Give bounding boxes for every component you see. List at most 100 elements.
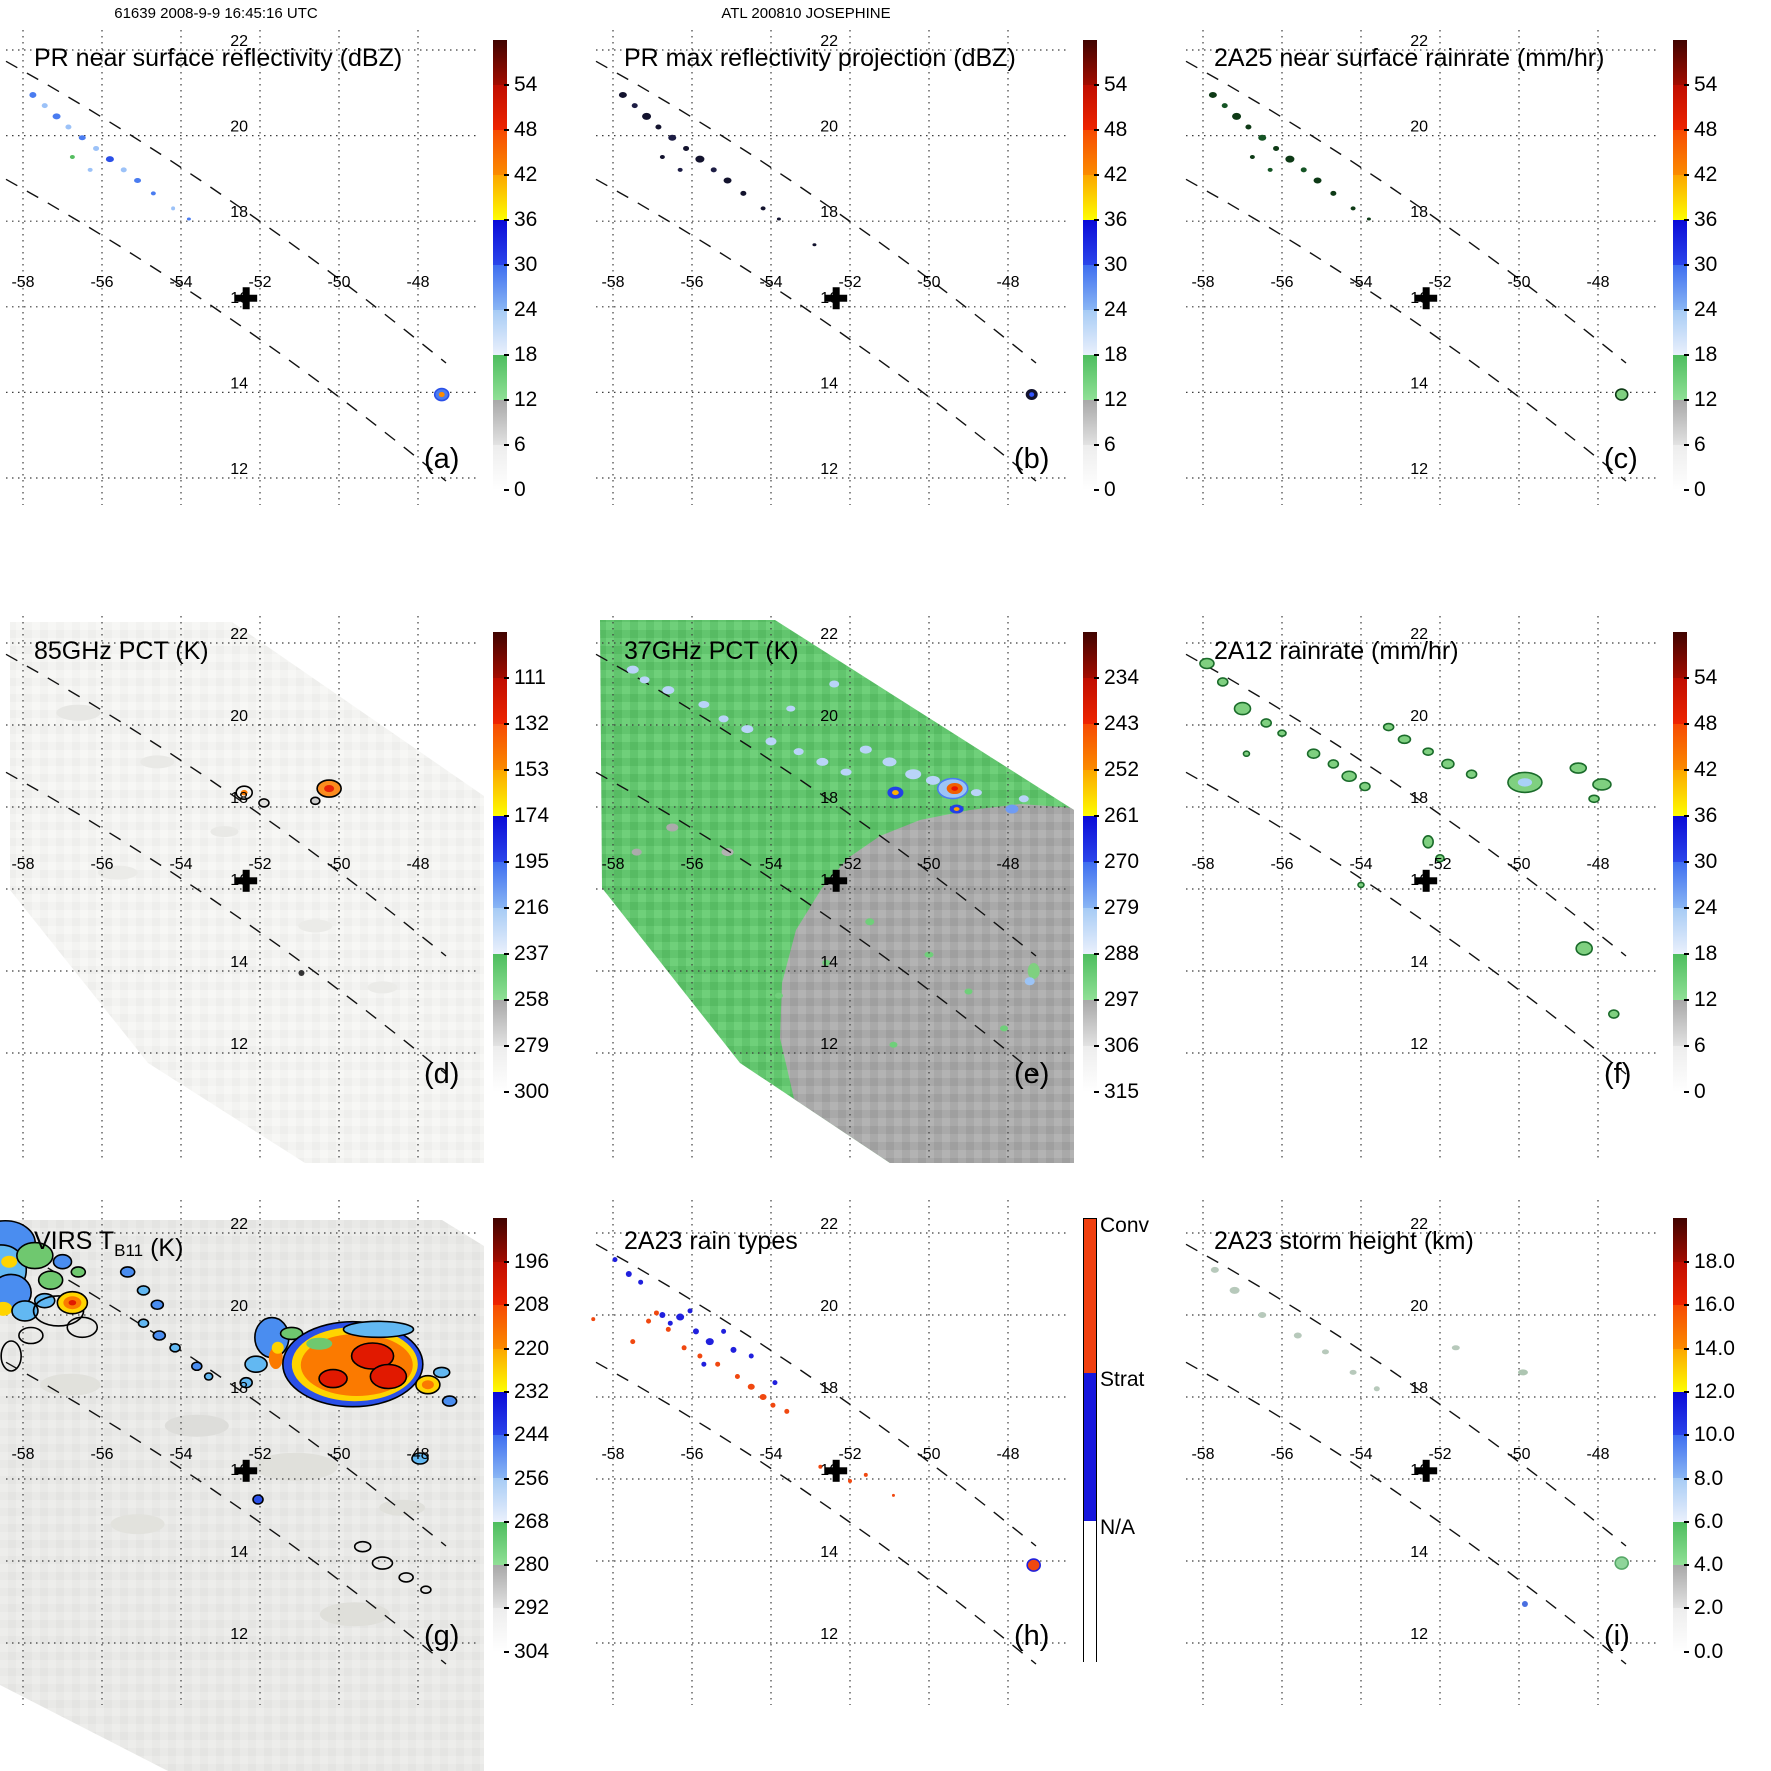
data-blob [612,1257,618,1263]
colorbar-tick-label: 6.0 [1694,1509,1724,1533]
data-blob [882,757,897,767]
lat-tick-label: 12 [1410,461,1428,478]
panel-title: 2A23 rain types [624,1227,798,1255]
colorbar-segment [493,632,507,678]
colorbar-segment [1673,816,1687,862]
colorbar-segment [1673,130,1687,175]
colorbar-tick-mark [504,815,509,817]
data-blob-core [951,786,959,791]
data-blob [631,848,642,856]
map-panel-b: -58-56-54-52-50-48222018161412PR max ref… [595,30,1066,505]
data-blob [1569,762,1588,774]
lat-tick-label: 14 [230,954,248,971]
colorbar-tick-mark [1684,489,1689,491]
data-blob [765,737,777,746]
colorbar-segment [1673,908,1687,954]
panel-letter: (i) [1604,1620,1630,1652]
lat-tick-label: 20 [230,1298,248,1315]
lon-tick-label: -56 [90,274,113,291]
lon-tick-label: -54 [169,856,192,873]
colorbar-segment [493,678,507,724]
data-blob [298,919,333,933]
data-blob [1422,835,1434,849]
colorbar-segment [1673,1305,1687,1349]
graticule [6,30,476,505]
data-blob [1373,1386,1380,1392]
colorbar-tick-mark [504,769,509,771]
lon-tick-label: -48 [1586,274,1609,291]
colorbar-tick-mark [1094,861,1099,863]
colorbar-category-label: Strat [1100,1368,1145,1391]
colorbar-tick-mark [504,219,509,221]
colorbar-segment [1673,724,1687,770]
data-blob [889,1041,898,1048]
lat-tick-label: 20 [820,708,838,725]
data-blob [150,1299,165,1311]
storm-center-marker [825,287,848,310]
data-blob [1026,1558,1041,1572]
colorbar-tick-label: 288 [1104,942,1140,965]
data-blob [759,1394,767,1400]
pr-swath-edge [5,1243,447,1547]
colorbar-tick-mark [1684,1045,1689,1047]
data-blob [298,970,305,977]
data-blob [1232,112,1242,120]
colorbar-segment [1673,1046,1687,1092]
data-blob [1273,145,1280,151]
lon-tick-label: -48 [406,274,429,291]
data-blob [591,1317,596,1322]
lon-tick-label: -58 [11,1446,34,1463]
panel-title: 37GHz PCT (K) [624,637,799,665]
colorbar-tick-mark [504,129,509,131]
lat-tick-label: 20 [820,119,838,136]
data-blob [1285,155,1295,163]
data-blob [1216,677,1229,687]
panel-title: 2A25 near surface rainrate (mm/hr) [1214,44,1604,72]
colorbar-tick-label: 268 [514,1509,550,1533]
colorbar-segment [1083,355,1097,400]
data-blob [93,145,100,151]
data-blob [646,1318,652,1324]
lon-tick-label: -52 [1428,274,1451,291]
data-blob [905,769,922,780]
graticule [596,616,1066,1158]
data-features [618,91,1038,401]
data-blob [1397,734,1412,745]
colorbar-tick-mark [1684,264,1689,266]
lon-tick-label: -52 [248,856,271,873]
colorbar-tick-label: 54 [1104,73,1128,96]
data-blob [687,1308,693,1314]
lon-tick-label: -58 [1191,1446,1214,1463]
colorbar-category-segment [1084,1521,1096,1663]
colorbar-tick-label: 30 [514,253,538,276]
data-blob [319,1602,390,1627]
data-blob-core [438,392,445,398]
colorbar-tick-label: 0 [1694,478,1706,501]
data-blob [848,1479,852,1484]
colorbar-tick-mark [504,1261,509,1263]
colorbar-tick-label: 315 [1104,1080,1140,1103]
lon-tick-label: -56 [1270,274,1293,291]
data-blob [203,1372,214,1381]
colorbar-segment [493,1391,507,1436]
data-blob [721,848,734,857]
colorbar-segment [1083,954,1097,1000]
axis-labels: -58-56-54-52-50-48222018161412 [601,1216,1019,1643]
data-blob [1258,134,1267,141]
data-blob [1260,718,1272,728]
data-blob [420,1585,432,1595]
lon-tick-label: -50 [327,1446,350,1463]
data-blob-core [1029,392,1035,397]
colorbar-tick-label: 4.0 [1694,1553,1724,1577]
colorbar-tick-label: 8.0 [1694,1466,1724,1490]
colorbar-tick-mark [504,953,509,955]
lat-tick-label: 22 [230,1216,248,1233]
colorbar-segment [493,175,507,220]
colorbar-segment [1083,310,1097,355]
colorbar-tick-mark [1094,953,1099,955]
data-blob [398,1572,414,1583]
data-blob [723,177,732,184]
colorbar-segment [1673,310,1687,355]
lat-tick-label: 22 [820,1216,838,1233]
colorbar-tick-label: 18 [1104,343,1128,366]
